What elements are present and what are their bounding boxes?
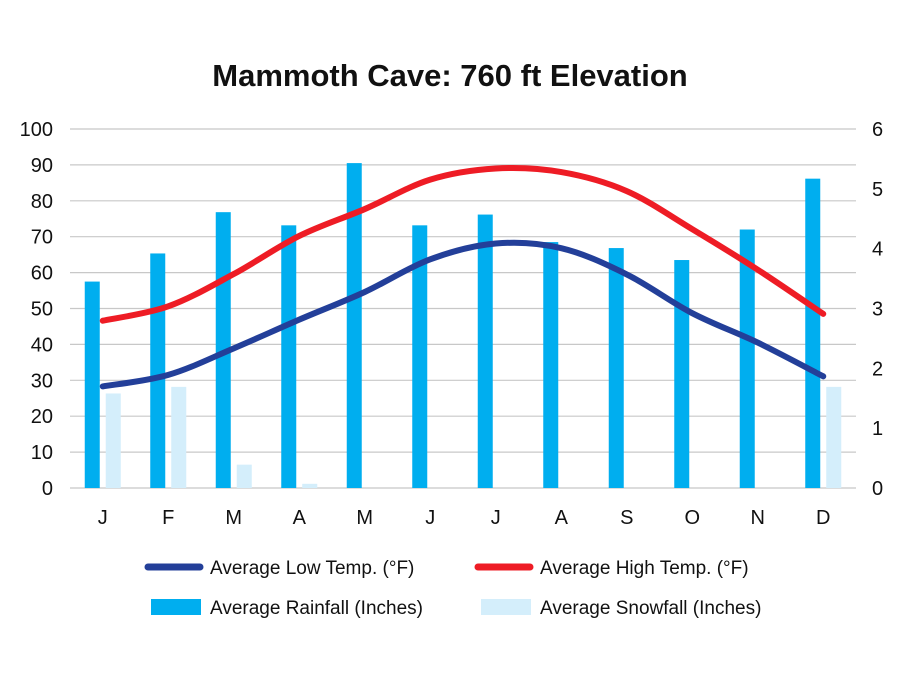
- legend-label: Average Snowfall (Inches): [540, 598, 761, 619]
- legend: Average Low Temp. (°F) Average High Temp.…: [144, 558, 761, 619]
- legend-label: Average Rainfall (Inches): [210, 598, 423, 619]
- rainfall-bar: [281, 225, 297, 488]
- y-right-tick-label: 2: [872, 358, 883, 380]
- y-left-tick-label: 0: [42, 478, 53, 500]
- y-right-tick-label: 0: [872, 478, 883, 500]
- x-tick-label: A: [555, 507, 569, 529]
- y-left-tick-label: 50: [31, 299, 53, 321]
- rainfall-bar: [84, 281, 100, 488]
- x-tick-label: M: [225, 507, 242, 529]
- x-tick-label: D: [816, 507, 830, 529]
- y-left-tick-label: 100: [20, 119, 53, 141]
- rainfall-bar: [477, 214, 493, 489]
- y-left-tick-label: 30: [31, 370, 53, 392]
- snowfall-bar: [105, 393, 121, 488]
- axis-labels: 0 10 20 30 40 50 60 70 80 90 100 0 1 2 3 4 5 6 J F M A M J J A S O N…: [20, 119, 884, 529]
- series-lines: [99, 165, 827, 390]
- legend-label: Average High Temp. (°F): [540, 558, 749, 579]
- snowfall-bar: [826, 386, 842, 488]
- legend-bar-swatch: [481, 599, 531, 615]
- y-left-tick-label: 90: [31, 155, 53, 177]
- rainfall-bar: [674, 260, 690, 488]
- rainfall-bar: [805, 178, 821, 488]
- x-tick-label: N: [751, 507, 765, 529]
- snowfall-bar: [236, 464, 252, 488]
- legend-item: Average Rainfall (Inches): [151, 598, 423, 619]
- rainfall-bar: [543, 242, 559, 488]
- rainfall-bar: [608, 248, 624, 488]
- y-left-tick-label: 10: [31, 442, 53, 464]
- y-left-tick-label: 60: [31, 263, 53, 285]
- legend-item: Average Snowfall (Inches): [481, 598, 761, 619]
- y-right-tick-label: 6: [872, 119, 883, 141]
- x-tick-label: F: [162, 507, 174, 529]
- gridlines: [70, 128, 856, 489]
- rainfall-bar: [739, 229, 755, 488]
- x-tick-label: M: [356, 507, 373, 529]
- high-temp-line: [99, 165, 827, 324]
- rainfall-bar: [346, 163, 362, 489]
- y-left-tick-label: 70: [31, 227, 53, 249]
- legend-bar-swatch: [151, 599, 201, 615]
- y-left-tick-label: 20: [31, 406, 53, 428]
- legend-label: Average Low Temp. (°F): [210, 558, 414, 579]
- x-tick-label: S: [620, 507, 633, 529]
- snowfall-bar: [171, 386, 187, 488]
- legend-item: Average High Temp. (°F): [474, 558, 749, 579]
- x-tick-label: J: [425, 507, 435, 529]
- y-right-tick-label: 3: [872, 299, 883, 321]
- low-temp-line: [99, 239, 827, 390]
- y-left-tick-label: 80: [31, 191, 53, 213]
- y-right-tick-label: 4: [872, 239, 883, 261]
- snowfall-bar: [302, 483, 318, 488]
- x-tick-label: A: [293, 507, 307, 529]
- y-right-tick-label: 5: [872, 179, 883, 201]
- legend-item: Average Low Temp. (°F): [144, 558, 414, 579]
- x-tick-label: O: [684, 507, 700, 529]
- x-tick-label: J: [98, 507, 108, 529]
- rainfall-bar: [150, 253, 166, 488]
- x-tick-label: J: [491, 507, 501, 529]
- bars: [84, 163, 842, 489]
- y-left-tick-label: 40: [31, 334, 53, 356]
- rainfall-bar: [412, 225, 428, 488]
- chart-title: Mammoth Cave: 760 ft Elevation: [212, 58, 687, 93]
- y-right-tick-label: 1: [872, 418, 883, 440]
